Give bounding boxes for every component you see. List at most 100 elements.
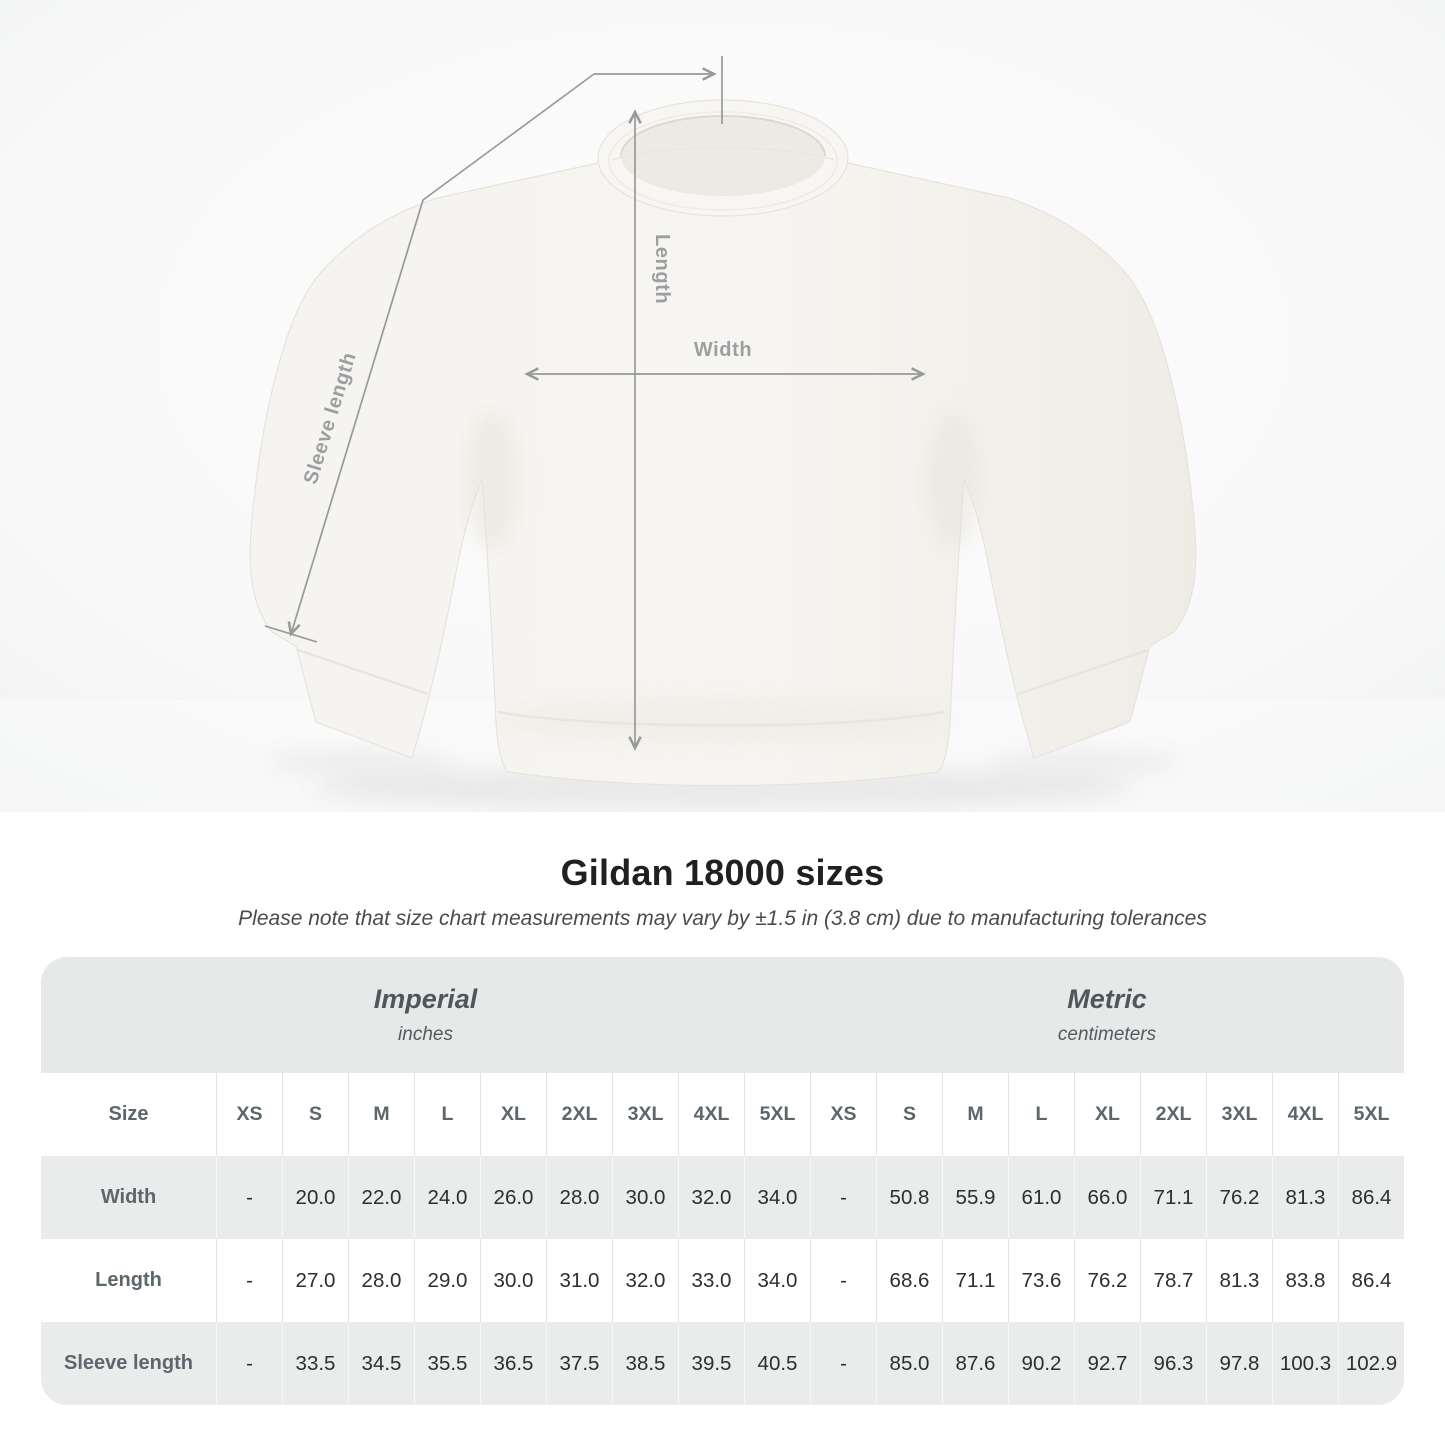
value-cell: 73.6 — [1008, 1239, 1074, 1322]
size-cell: S — [876, 1073, 942, 1156]
value-cell: 24.0 — [414, 1156, 480, 1239]
size-header-row: Size XS S M L XL 2XL 3XL 4XL 5XL XS S M L XL 2XL 3XL 4XL 5… — [41, 1073, 1404, 1156]
value-cell: 97.8 — [1206, 1322, 1272, 1405]
size-cell: 4XL — [678, 1073, 744, 1156]
value-cell: 33.5 — [282, 1322, 348, 1405]
size-cell: 5XL — [1338, 1073, 1404, 1156]
length-label: Length — [651, 234, 673, 304]
value-cell: 61.0 — [1008, 1156, 1074, 1239]
value-cell: 100.3 — [1272, 1322, 1338, 1405]
imperial-unit: inches — [398, 1024, 453, 1045]
value-cell: 34.0 — [744, 1156, 810, 1239]
value-cell: 32.0 — [612, 1239, 678, 1322]
value-cell: 71.1 — [1140, 1156, 1206, 1239]
size-cell: XL — [1074, 1073, 1140, 1156]
metric-title: Metric — [1067, 984, 1147, 1014]
sleeve-length-arrow — [264, 56, 723, 643]
value-cell: - — [810, 1239, 876, 1322]
size-chart-title: Gildan 18000 sizes — [560, 852, 885, 893]
hem-seam — [497, 710, 945, 727]
metric-section-header: Metric centimeters — [810, 957, 1404, 1073]
value-cell: 50.8 — [876, 1156, 942, 1239]
value-cell: 81.3 — [1272, 1156, 1338, 1239]
value-cell: 78.7 — [1140, 1239, 1206, 1322]
value-cell: - — [810, 1156, 876, 1239]
value-cell: 22.0 — [348, 1156, 414, 1239]
value-cell: 28.0 — [348, 1239, 414, 1322]
value-cell: 76.2 — [1206, 1156, 1272, 1239]
size-header-cell: Size — [108, 1103, 149, 1125]
size-cell: M — [942, 1073, 1008, 1156]
value-cell: 96.3 — [1140, 1322, 1206, 1405]
value-cell: - — [216, 1239, 282, 1322]
value-cell: 86.4 — [1338, 1156, 1404, 1239]
value-cell: 85.0 — [876, 1322, 942, 1405]
value-cell: 27.0 — [282, 1239, 348, 1322]
metric-unit: centimeters — [1057, 1024, 1157, 1045]
value-cell: 92.7 — [1074, 1322, 1140, 1405]
size-cell: L — [1008, 1073, 1074, 1156]
row-label-cell: Width — [100, 1186, 157, 1208]
value-cell: 34.5 — [348, 1322, 414, 1405]
size-cell: 5XL — [744, 1073, 810, 1156]
size-cell: L — [414, 1073, 480, 1156]
value-cell: 66.0 — [1074, 1156, 1140, 1239]
table-row: Sleeve length -33.5 34.5 35.5 36.5 37.5 38.5 39… — [41, 1322, 1404, 1405]
size-cell: 4XL — [1272, 1073, 1338, 1156]
value-cell: 31.0 — [546, 1239, 612, 1322]
value-cell: 55.9 — [942, 1156, 1008, 1239]
value-cell: 30.0 — [612, 1156, 678, 1239]
imperial-section-header: Imperial inches — [41, 957, 810, 1073]
value-cell: 38.5 — [612, 1322, 678, 1405]
value-cell: 90.2 — [1008, 1322, 1074, 1405]
table-row: Length -27.0 28.0 29.0 30.0 31.0 32.0 33.0 34.0-… — [41, 1239, 1404, 1322]
value-cell: 35.5 — [414, 1322, 480, 1405]
size-cell: S — [282, 1073, 348, 1156]
value-cell: - — [216, 1156, 282, 1239]
value-cell: 102.9 — [1338, 1322, 1404, 1405]
tolerance-note: Please note that size chart measurements… — [238, 907, 1207, 930]
row-label-cell: Length — [95, 1269, 162, 1291]
value-cell: 29.0 — [414, 1239, 480, 1322]
size-cell: XS — [216, 1073, 282, 1156]
width-label: Width — [694, 339, 752, 361]
row-label-cell: Sleeve length — [64, 1352, 193, 1374]
measurement-diagram: Length Width Sleeve length — [0, 0, 1445, 812]
value-cell: 34.0 — [744, 1239, 810, 1322]
sweatshirt-illustration: Length Width Sleeve length — [0, 0, 1445, 812]
value-cell: 37.5 — [546, 1322, 612, 1405]
value-cell: 28.0 — [546, 1156, 612, 1239]
size-cell: XL — [480, 1073, 546, 1156]
size-cell: XS — [810, 1073, 876, 1156]
size-cell: 2XL — [1140, 1073, 1206, 1156]
size-cell: 2XL — [546, 1073, 612, 1156]
value-cell: 36.5 — [480, 1322, 546, 1405]
value-cell: 20.0 — [282, 1156, 348, 1239]
value-cell: 33.0 — [678, 1239, 744, 1322]
value-cell: 86.4 — [1338, 1239, 1404, 1322]
value-cell: 83.8 — [1272, 1239, 1338, 1322]
value-cell: - — [810, 1322, 876, 1405]
value-cell: 76.2 — [1074, 1239, 1140, 1322]
value-cell: 39.5 — [678, 1322, 744, 1405]
value-cell: 40.5 — [744, 1322, 810, 1405]
size-cell: 3XL — [1206, 1073, 1272, 1156]
value-cell: 81.3 — [1206, 1239, 1272, 1322]
value-cell: 30.0 — [480, 1239, 546, 1322]
value-cell: 87.6 — [942, 1322, 1008, 1405]
table-row: Width -20.0 22.0 24.0 26.0 28.0 30.0 32.0 34.0-5… — [41, 1156, 1404, 1239]
imperial-title: Imperial — [373, 984, 478, 1014]
size-cell: M — [348, 1073, 414, 1156]
value-cell: 26.0 — [480, 1156, 546, 1239]
value-cell: - — [216, 1322, 282, 1405]
sweatshirt-body — [249, 147, 1197, 787]
size-table: Imperial inches Metric centimeters Size X… — [41, 957, 1404, 1405]
size-cell: 3XL — [612, 1073, 678, 1156]
value-cell: 71.1 — [942, 1239, 1008, 1322]
left-cuff-seam — [297, 648, 429, 696]
garment-shadow — [313, 765, 1133, 811]
value-cell: 32.0 — [678, 1156, 744, 1239]
unit-header-band: Imperial inches Metric centimeters — [41, 957, 1404, 1073]
value-cell: 68.6 — [876, 1239, 942, 1322]
right-cuff-seam — [1017, 648, 1149, 696]
